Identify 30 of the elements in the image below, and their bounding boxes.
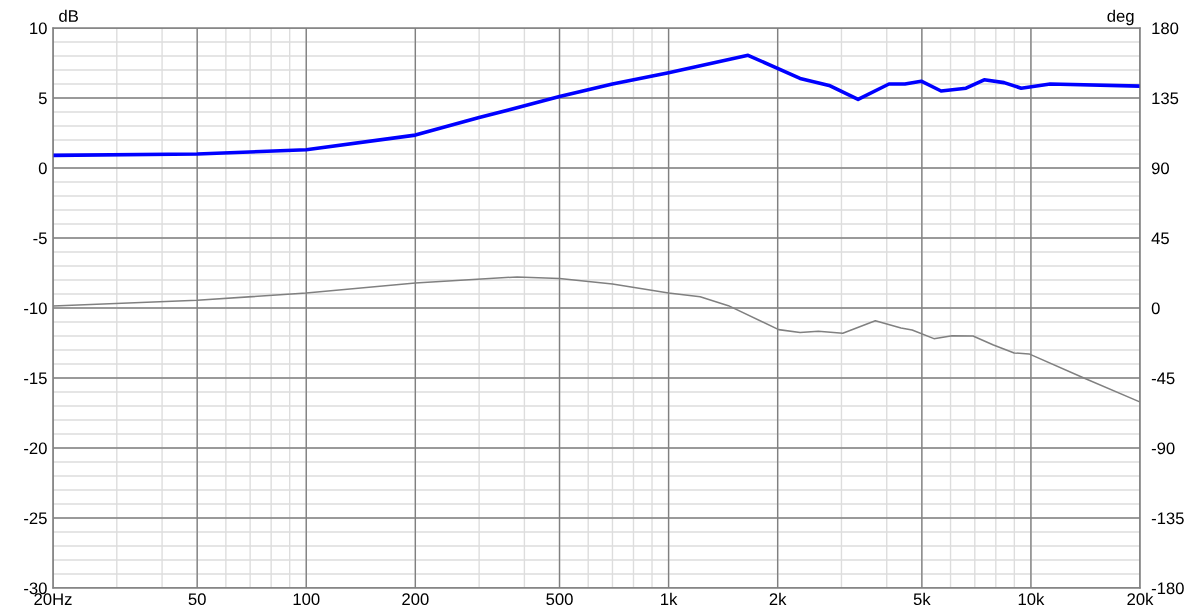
- y2-tick-label: -135: [1151, 512, 1184, 525]
- x-tick-label: 1k: [661, 592, 678, 605]
- y2-tick-label: -180: [1151, 582, 1184, 595]
- y-tick-label: 0: [38, 162, 47, 175]
- y-tick-label: 10: [30, 22, 47, 35]
- x-tick-label: 10k: [1018, 592, 1045, 606]
- y2-tick-label: 135: [1152, 92, 1179, 105]
- y-tick-label: 5: [38, 92, 47, 105]
- y2-tick-label: -90: [1151, 442, 1175, 455]
- x-tick-label: 20k: [1127, 592, 1154, 606]
- y2-tick-label: 0: [1151, 302, 1160, 315]
- x-tick-label: 20Hz: [34, 593, 72, 606]
- y-tick-label: -15: [24, 372, 47, 385]
- y2-axis-title: deg: [1107, 9, 1134, 26]
- y-tick-label: -20: [24, 442, 47, 455]
- x-tick-label: 5k: [913, 592, 931, 606]
- x-tick-label: 50: [188, 593, 206, 606]
- x-tick-label: 2k: [769, 592, 787, 605]
- y-tick-label: -30: [24, 582, 47, 595]
- y-axis-title: dB: [59, 9, 78, 22]
- y2-tick-label: 45: [1151, 232, 1169, 245]
- y2-tick-label: -45: [1151, 372, 1175, 385]
- y2-tick-label: 90: [1151, 162, 1169, 175]
- y-tick-label: -10: [24, 302, 47, 315]
- x-tick-label: 500: [546, 593, 573, 606]
- x-tick-label: 200: [402, 593, 429, 606]
- y-tick-label: -5: [33, 232, 47, 245]
- x-tick-label: 100: [293, 593, 320, 606]
- y2-tick-label: 180: [1152, 22, 1179, 35]
- y-tick-label: -25: [24, 512, 47, 525]
